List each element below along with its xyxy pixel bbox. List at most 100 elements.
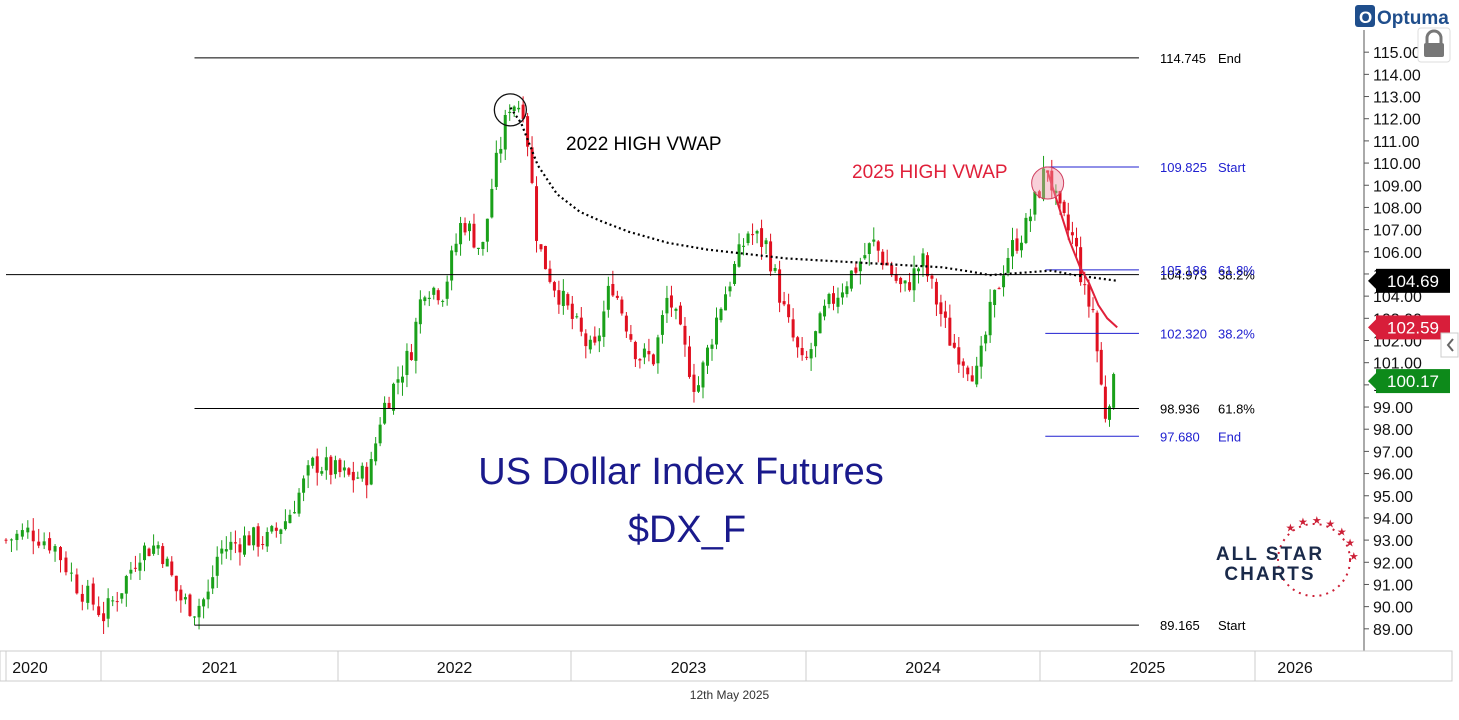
candle-body (678, 305, 682, 325)
candle-body (1054, 190, 1058, 194)
fib-level-value: 98.936 (1160, 401, 1200, 416)
lock-icon[interactable] (1417, 27, 1451, 63)
candle-body (15, 533, 19, 541)
svg-text:O: O (1359, 8, 1372, 27)
candle-body (188, 594, 192, 616)
candle-body (414, 321, 418, 361)
candle-body (733, 263, 737, 284)
candle-body (97, 606, 101, 616)
candle-body (814, 331, 818, 347)
candle-body (566, 294, 570, 306)
price-badge-pointer (1368, 272, 1376, 289)
candle-body (161, 546, 165, 565)
candle-body (611, 283, 615, 296)
candle-body (311, 457, 315, 466)
candle-body (156, 545, 160, 549)
candle-body (867, 243, 871, 254)
candle-body (378, 424, 382, 444)
candle-body (1087, 284, 1091, 307)
candle-body (908, 282, 912, 291)
y-tick-label: 90.00 (1373, 600, 1413, 617)
candle-body (917, 268, 921, 272)
candle-body (696, 385, 700, 392)
candle-body (468, 223, 472, 232)
candle-body (890, 265, 894, 276)
vwap-lines (493, 93, 1118, 329)
y-tick-label: 108.00 (1373, 200, 1422, 217)
chart-title: US Dollar Index Futures (478, 451, 884, 493)
candle-body (427, 297, 431, 299)
candle-body (787, 304, 791, 318)
candle-body (499, 148, 503, 154)
candle-body (143, 545, 147, 561)
y-tick-label: 101.00 (1373, 356, 1422, 373)
candle-body (624, 315, 628, 332)
candle-body (961, 361, 965, 366)
collapse-panel-button[interactable] (1440, 332, 1459, 358)
candle-body (400, 376, 404, 383)
candle-body (606, 285, 610, 310)
candle-body (91, 583, 95, 605)
candle-body (584, 333, 588, 347)
candle-body (261, 544, 265, 546)
price-badges: 104.69 102.59 100.17 (1368, 268, 1450, 394)
candle-body (360, 465, 364, 479)
candle-body (849, 270, 853, 289)
watermark-line1: ALL STAR (1216, 544, 1324, 565)
candle-body (957, 347, 961, 365)
all-star-charts-watermark: ALL STAR CHARTS ★ ★ ★ ★★★★ (1216, 514, 1359, 597)
candle-body (548, 268, 552, 282)
candle-body (129, 569, 133, 574)
candle-body (724, 294, 728, 311)
candle-body (903, 280, 907, 284)
candle-body (270, 526, 274, 532)
y-tick-label: 106.00 (1373, 245, 1422, 262)
y-tick-label: 112.00 (1373, 112, 1421, 129)
candle-body (288, 514, 292, 524)
candle-body (174, 575, 178, 592)
candle-body (1011, 240, 1015, 257)
y-tick-label: 94.00 (1373, 511, 1413, 528)
candle-body (943, 311, 947, 318)
candle-body (242, 535, 246, 555)
candle-body (396, 379, 400, 383)
candle-body (979, 345, 983, 367)
watermark-line2: CHARTS (1224, 564, 1315, 585)
candle-body (59, 547, 63, 561)
optuma-logo-icon (1355, 5, 1375, 27)
candle-body (764, 240, 768, 245)
candle-body (333, 460, 337, 475)
candle-body (409, 352, 413, 360)
candle-body (508, 111, 512, 114)
candle-body (858, 261, 862, 272)
price-badge-label: 102.59 (1387, 318, 1439, 337)
candle-body (37, 541, 41, 546)
candle-body (818, 313, 822, 334)
candle-body (669, 295, 673, 308)
candle-body (365, 466, 369, 486)
fib-level-value: 109.825 (1160, 160, 1207, 175)
fib-level-tag: End (1218, 51, 1241, 66)
candle-body (1042, 168, 1046, 200)
candle-body (1083, 284, 1087, 286)
fib-level-value: 97.680 (1160, 429, 1200, 444)
candle-body (342, 467, 346, 471)
candle-body (369, 458, 373, 485)
candle-body (872, 239, 876, 242)
candle-body (432, 287, 436, 295)
y-tick-label: 96.00 (1373, 467, 1413, 484)
candle-body (588, 339, 592, 350)
candle-body (252, 527, 256, 546)
star-icon: ★ (1298, 516, 1308, 529)
fib-level-value: 89.165 (1160, 618, 1200, 633)
candle-body (602, 311, 606, 337)
candle-body (1108, 406, 1112, 420)
candle-body (1024, 217, 1028, 243)
candle-body (948, 317, 952, 346)
fib-level-tag: End (1218, 429, 1241, 444)
candle-body (687, 346, 691, 377)
chart-subtitle: $DX_F (628, 509, 746, 551)
candle-body (966, 367, 970, 375)
candle-body (840, 292, 844, 298)
x-tick-label: 2025 (1130, 660, 1166, 677)
